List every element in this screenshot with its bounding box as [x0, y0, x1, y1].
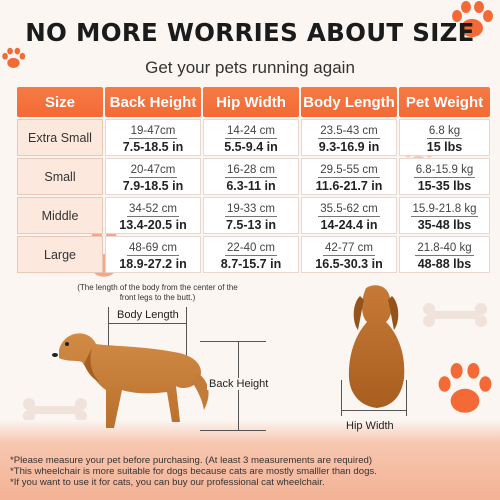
- back-height-cell: 20-47cm 7.9-18.5 in: [105, 158, 201, 195]
- imperial-value: 13.4-20.5 in: [119, 217, 187, 232]
- hip-width-right-tick: [406, 380, 407, 416]
- body-length-cell: 42-77 cm 16.5-30.3 in: [301, 236, 397, 273]
- table-header-row: Size Back Height Hip Width Body Length P…: [17, 87, 490, 117]
- header-body-length: Body Length: [301, 87, 397, 117]
- imperial-value: 5.5-9.4 in: [224, 139, 278, 154]
- metric-value: 42-77 cm: [323, 241, 375, 256]
- size-label: Extra Small: [17, 119, 103, 156]
- table-row: Middle 34-52 cm 13.4-20.5 in 19-33 cm 7.5-…: [17, 197, 490, 234]
- bone-icon: [23, 398, 87, 422]
- header-back-height: Back Height: [105, 87, 201, 117]
- body-length-right-tick: [186, 307, 187, 382]
- table-row: Large 48-69 cm 18.9-27.2 in 22-40 cm 8.7-1…: [17, 236, 490, 273]
- hip-width-cell: 22-40 cm 8.7-15.7 in: [203, 236, 299, 273]
- page-subtitle: Get your pets running again: [145, 58, 355, 77]
- pet-weight-cell: 21.8-40 kg 48-88 lbs: [399, 236, 490, 273]
- metric-value: 35.5-62 cm: [318, 202, 380, 217]
- metric-value: 34-52 cm: [127, 202, 179, 217]
- table-row: Small 20-47cm 7.9-18.5 in 16-28 cm 6.3-11 …: [17, 158, 490, 195]
- header-size: Size: [17, 87, 103, 117]
- imperial-value: 15 lbs: [426, 139, 463, 154]
- imperial-value: 6.3-11 in: [226, 178, 276, 193]
- paw-print-icon: [2, 47, 26, 68]
- metric-value: 22-40 cm: [225, 241, 277, 256]
- rear-view-dog-illustration: [348, 285, 405, 408]
- imperial-value: 7.9-18.5 in: [122, 178, 184, 193]
- size-label: Large: [17, 236, 103, 273]
- size-chart-table: Size Back Height Hip Width Body Length P…: [15, 85, 492, 275]
- page-title: NO MORE WORRIES ABOUT SIZE: [25, 18, 475, 47]
- back-height-top-line: [200, 341, 266, 342]
- paw-print-icon: [438, 363, 492, 413]
- hip-width-cell: 14-24 cm 5.5-9.4 in: [203, 119, 299, 156]
- body-length-left-tick: [108, 307, 109, 382]
- imperial-value: 14-24.4 in: [320, 217, 378, 232]
- imperial-value: 18.9-27.2 in: [119, 256, 187, 271]
- imperial-value: 15-35 lbs: [417, 178, 472, 193]
- body-length-cell: 29.5-55 cm 11.6-21.7 in: [301, 158, 397, 195]
- imperial-value: 48-88 lbs: [417, 256, 472, 271]
- paw-print-icon: [452, 1, 493, 37]
- size-label: Middle: [17, 197, 103, 234]
- imperial-value: 8.7-15.7 in: [220, 256, 282, 271]
- imperial-value: 7.5-13 in: [225, 217, 277, 232]
- metric-value: 15.9-21.8 kg: [410, 202, 479, 217]
- imperial-value: 35-48 lbs: [417, 217, 472, 232]
- back-height-label: Back Height: [207, 378, 271, 390]
- back-height-bottom-line: [200, 430, 266, 431]
- body-length-arrow-line: [108, 323, 187, 324]
- metric-value: 16-28 cm: [225, 163, 277, 178]
- pet-weight-cell: 15.9-21.8 kg 35-48 lbs: [399, 197, 490, 234]
- body-length-note: (The length of the body from the center …: [77, 283, 238, 302]
- metric-value: 29.5-55 cm: [318, 163, 380, 178]
- metric-value: 14-24 cm: [225, 124, 277, 139]
- bone-icon: [423, 303, 487, 327]
- imperial-value: 11.6-21.7 in: [315, 178, 383, 193]
- hip-width-label: Hip Width: [346, 420, 394, 432]
- hip-width-arrow-line: [341, 410, 407, 411]
- footer-note: *Please measure your pet before purchasi…: [10, 455, 373, 466]
- header-pet-weight: Pet Weight: [399, 87, 490, 117]
- size-label: Small: [17, 158, 103, 195]
- body-length-cell: 23.5-43 cm 9.3-16.9 in: [301, 119, 397, 156]
- body-length-label: Body Length: [117, 309, 179, 321]
- table-row: Extra Small 19-47cm 7.5-18.5 in 14-24 cm 5…: [17, 119, 490, 156]
- footer-note: *This wheelchair is more suitable for do…: [10, 466, 377, 478]
- hip-width-cell: 19-33 cm 7.5-13 in: [203, 197, 299, 234]
- metric-value: 20-47cm: [128, 163, 178, 178]
- footer-note: *If you want to use it for cats, you can…: [10, 477, 325, 489]
- hip-width-cell: 16-28 cm 6.3-11 in: [203, 158, 299, 195]
- metric-value: 6.8 kg: [426, 124, 463, 139]
- imperial-value: 9.3-16.9 in: [318, 139, 380, 154]
- side-view-dog-illustration: [52, 333, 209, 428]
- pet-weight-cell: 6.8 kg 15 lbs: [399, 119, 490, 156]
- metric-value: 21.8-40 kg: [415, 241, 474, 256]
- hip-width-left-tick: [341, 380, 342, 416]
- back-height-cell: 48-69 cm 18.9-27.2 in: [105, 236, 201, 273]
- imperial-value: 7.5-18.5 in: [122, 139, 184, 154]
- metric-value: 48-69 cm: [127, 241, 179, 256]
- body-length-cell: 35.5-62 cm 14-24.4 in: [301, 197, 397, 234]
- footer-notes: *Please measure your pet before purchasi…: [10, 455, 496, 489]
- metric-value: 6.8-15.9 kg: [413, 163, 476, 178]
- imperial-value: 16.5-30.3 in: [315, 256, 383, 271]
- metric-value: 19-47cm: [128, 124, 178, 139]
- bottom-gradient-band: [0, 420, 500, 500]
- pet-weight-cell: 6.8-15.9 kg 15-35 lbs: [399, 158, 490, 195]
- back-height-cell: 19-47cm 7.5-18.5 in: [105, 119, 201, 156]
- header-hip-width: Hip Width: [203, 87, 299, 117]
- back-height-cell: 34-52 cm 13.4-20.5 in: [105, 197, 201, 234]
- metric-value: 19-33 cm: [225, 202, 277, 217]
- metric-value: 23.5-43 cm: [318, 124, 380, 139]
